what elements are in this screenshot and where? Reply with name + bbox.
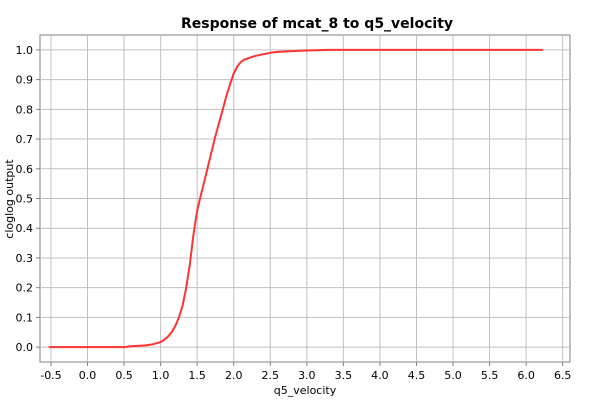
x-tick-label: 2.5 bbox=[262, 369, 280, 382]
axis-ticks bbox=[36, 49, 564, 366]
y-tick-label: 0.7 bbox=[16, 133, 34, 146]
y-tick-labels: 0.0 0.1 0.2 0.3 0.4 0.5 0.6 0.7 0.8 0.9 1.0 bbox=[16, 44, 34, 354]
y-tick-label: 0.5 bbox=[16, 193, 34, 206]
x-tick-label: 2.0 bbox=[225, 369, 243, 382]
y-tick-label: 0.3 bbox=[16, 252, 34, 265]
y-tick-label: 0.1 bbox=[16, 311, 34, 324]
x-tick-label: 4.0 bbox=[371, 369, 389, 382]
x-axis-label: q5_velocity bbox=[274, 384, 337, 397]
x-tick-label: 0.5 bbox=[115, 369, 133, 382]
x-tick-label: 1.5 bbox=[188, 369, 206, 382]
x-tick-label: 3.0 bbox=[298, 369, 316, 382]
x-tick-label: -0.5 bbox=[40, 369, 61, 382]
y-tick-label: 0.8 bbox=[16, 103, 34, 116]
y-tick-label: 0.2 bbox=[16, 282, 34, 295]
y-tick-label: 1.0 bbox=[16, 44, 34, 57]
x-tick-label: 6.5 bbox=[554, 369, 572, 382]
y-axis-label: cloglog output bbox=[3, 159, 16, 239]
x-tick-label: 5.0 bbox=[444, 369, 462, 382]
chart-title: Response of mcat_8 to q5_velocity bbox=[181, 16, 453, 32]
y-tick-label: 0.6 bbox=[16, 163, 34, 176]
series-layer bbox=[48, 48, 544, 349]
series-line bbox=[48, 48, 544, 349]
x-tick-label: 6.0 bbox=[517, 369, 535, 382]
grid-lines bbox=[40, 35, 570, 362]
x-tick-label: 5.5 bbox=[481, 369, 499, 382]
x-tick-labels: -0.5 0.0 0.5 1.0 1.5 2.0 2.5 3.0 3.5 4.0 4.5 5.0 5.5… bbox=[40, 369, 571, 382]
x-tick-label: 0.0 bbox=[79, 369, 97, 382]
y-tick-label: 0.4 bbox=[16, 222, 34, 235]
y-tick-label: 0.9 bbox=[16, 74, 34, 87]
y-tick-label: 0.0 bbox=[16, 341, 34, 354]
x-tick-label: 1.0 bbox=[152, 369, 170, 382]
x-tick-label: 3.5 bbox=[335, 369, 353, 382]
x-tick-label: 4.5 bbox=[408, 369, 426, 382]
